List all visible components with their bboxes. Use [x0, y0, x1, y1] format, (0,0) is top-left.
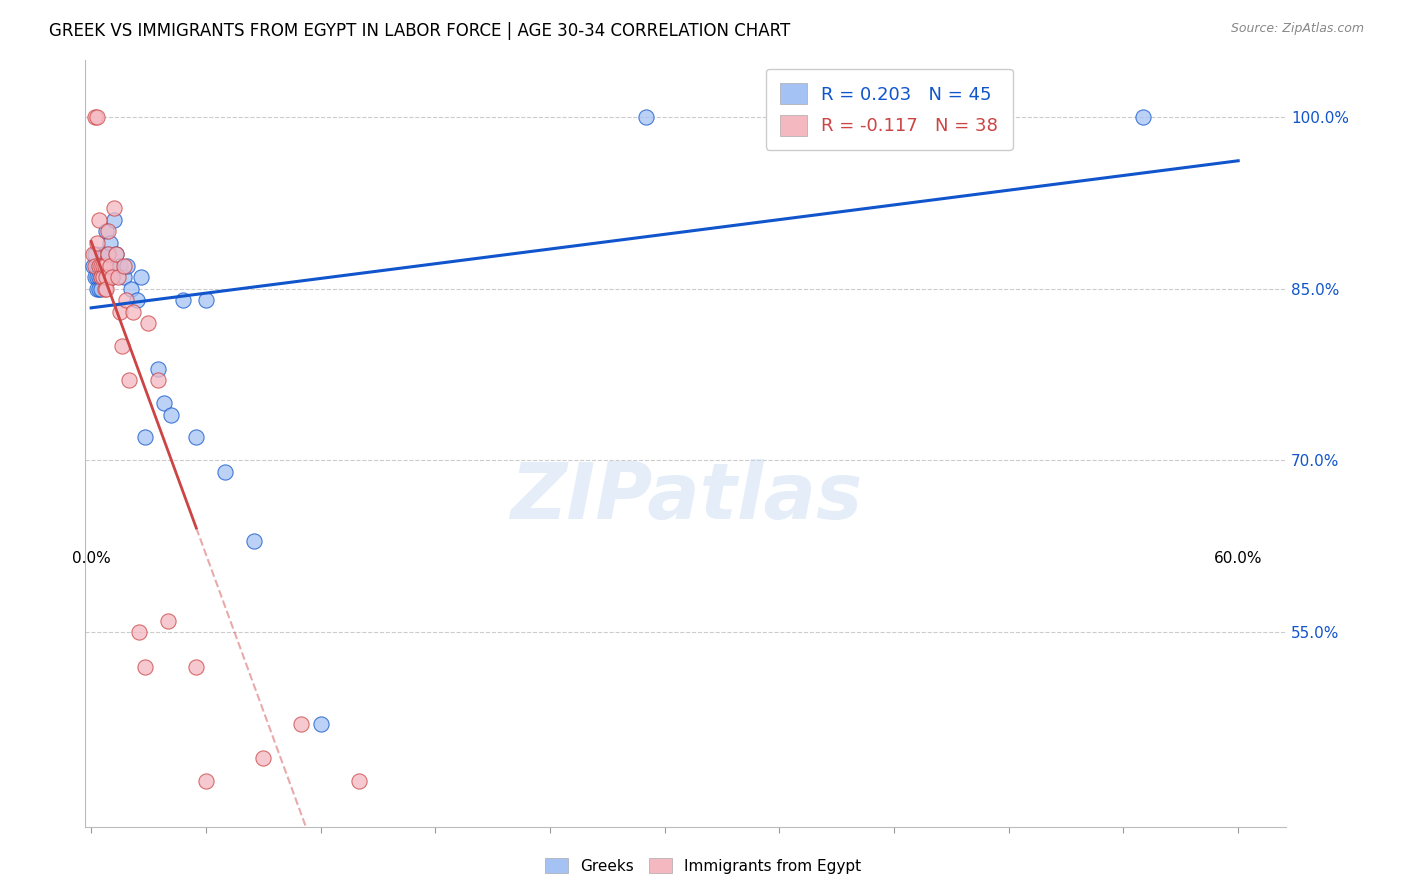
- Point: [96, 282, 118, 296]
- Point: [186, 659, 208, 673]
- Text: ZIPatlas: ZIPatlas: [509, 458, 862, 535]
- Point: [82, 247, 104, 261]
- Point: [134, 430, 156, 444]
- Point: [156, 614, 179, 628]
- Point: [105, 247, 128, 261]
- Point: [86, 282, 108, 296]
- Point: [91, 270, 114, 285]
- Point: [107, 270, 129, 285]
- Point: [979, 110, 1001, 124]
- Point: [84, 270, 107, 285]
- Point: [125, 293, 148, 307]
- Point: [114, 293, 136, 307]
- Text: 0.0%: 0.0%: [72, 550, 111, 566]
- Point: [129, 270, 152, 285]
- Point: [86, 110, 108, 124]
- Text: 60.0%: 60.0%: [1213, 550, 1263, 566]
- Point: [96, 259, 118, 273]
- Point: [160, 408, 183, 422]
- Point: [87, 213, 110, 227]
- Point: [128, 625, 150, 640]
- Point: [108, 304, 131, 318]
- Point: [82, 259, 104, 273]
- Point: [108, 259, 131, 273]
- Point: [87, 270, 110, 285]
- Text: Source: ZipAtlas.com: Source: ZipAtlas.com: [1230, 22, 1364, 36]
- Point: [347, 774, 370, 789]
- Point: [90, 282, 112, 296]
- Point: [90, 259, 112, 273]
- Point: [122, 304, 145, 318]
- Point: [111, 339, 134, 353]
- Point: [101, 270, 124, 285]
- Point: [118, 373, 141, 387]
- Point: [93, 259, 115, 273]
- Point: [87, 259, 110, 273]
- Point: [117, 259, 139, 273]
- Point: [194, 774, 217, 789]
- Point: [90, 270, 112, 285]
- Point: [87, 259, 110, 273]
- Point: [103, 202, 125, 216]
- Point: [112, 270, 135, 285]
- Point: [172, 293, 194, 307]
- Point: [91, 270, 114, 285]
- Point: [97, 247, 120, 261]
- Point: [214, 465, 236, 479]
- Point: [91, 247, 114, 261]
- Point: [252, 751, 274, 765]
- Text: GREEK VS IMMIGRANTS FROM EGYPT IN LABOR FORCE | AGE 30-34 CORRELATION CHART: GREEK VS IMMIGRANTS FROM EGYPT IN LABOR …: [49, 22, 790, 40]
- Point: [90, 270, 112, 285]
- Point: [93, 259, 115, 273]
- Legend: R = 0.203   N = 45, R = -0.117   N = 38: R = 0.203 N = 45, R = -0.117 N = 38: [765, 69, 1012, 150]
- Point: [134, 659, 156, 673]
- Point: [194, 293, 217, 307]
- Point: [93, 282, 115, 296]
- Point: [93, 247, 115, 261]
- Point: [146, 361, 169, 376]
- Point: [152, 396, 174, 410]
- Point: [105, 247, 128, 261]
- Point: [90, 259, 112, 273]
- Point: [112, 259, 135, 273]
- Point: [97, 224, 120, 238]
- Point: [86, 270, 108, 285]
- Point: [103, 213, 125, 227]
- Legend: Greeks, Immigrants from Egypt: Greeks, Immigrants from Egypt: [538, 852, 868, 880]
- Point: [98, 259, 121, 273]
- Point: [309, 716, 332, 731]
- Point: [1132, 110, 1154, 124]
- Point: [138, 316, 160, 330]
- Point: [87, 282, 110, 296]
- Point: [91, 259, 114, 273]
- Point: [96, 224, 118, 238]
- Point: [98, 235, 121, 250]
- Point: [97, 270, 120, 285]
- Point: [290, 716, 312, 731]
- Point: [84, 259, 107, 273]
- Point: [242, 533, 264, 548]
- Point: [97, 247, 120, 261]
- Point: [98, 259, 121, 273]
- Point: [634, 110, 657, 124]
- Point: [86, 235, 108, 250]
- Point: [91, 259, 114, 273]
- Point: [146, 373, 169, 387]
- Point: [101, 270, 124, 285]
- Point: [84, 110, 107, 124]
- Point: [186, 430, 208, 444]
- Point: [84, 247, 107, 261]
- Point: [96, 270, 118, 285]
- Point: [120, 282, 142, 296]
- Point: [86, 259, 108, 273]
